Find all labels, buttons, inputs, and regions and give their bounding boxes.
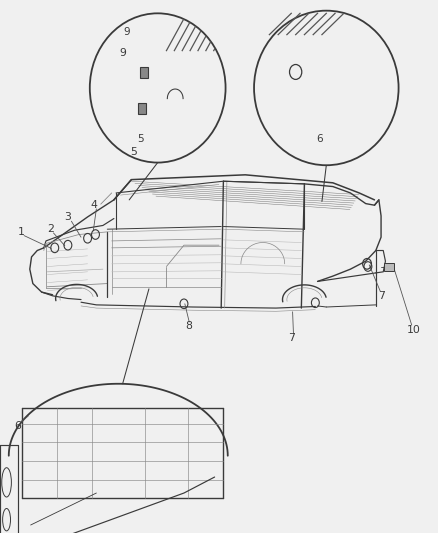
Text: 9: 9 bbox=[119, 49, 126, 58]
Ellipse shape bbox=[254, 11, 399, 165]
Text: 6: 6 bbox=[316, 134, 323, 143]
Text: 7: 7 bbox=[288, 334, 295, 343]
Text: 10: 10 bbox=[407, 326, 421, 335]
Text: 5: 5 bbox=[137, 134, 144, 143]
Text: 9: 9 bbox=[124, 27, 131, 37]
Text: 2: 2 bbox=[47, 224, 54, 234]
Text: 3: 3 bbox=[64, 213, 71, 222]
Text: 8: 8 bbox=[185, 321, 192, 331]
Text: 7: 7 bbox=[378, 291, 385, 301]
FancyBboxPatch shape bbox=[138, 103, 146, 114]
Text: 5: 5 bbox=[130, 147, 137, 157]
FancyBboxPatch shape bbox=[140, 67, 148, 78]
Text: 4: 4 bbox=[91, 200, 98, 210]
Ellipse shape bbox=[90, 13, 226, 163]
Text: 1: 1 bbox=[18, 227, 25, 237]
Text: 6: 6 bbox=[14, 422, 21, 431]
FancyBboxPatch shape bbox=[384, 263, 394, 271]
